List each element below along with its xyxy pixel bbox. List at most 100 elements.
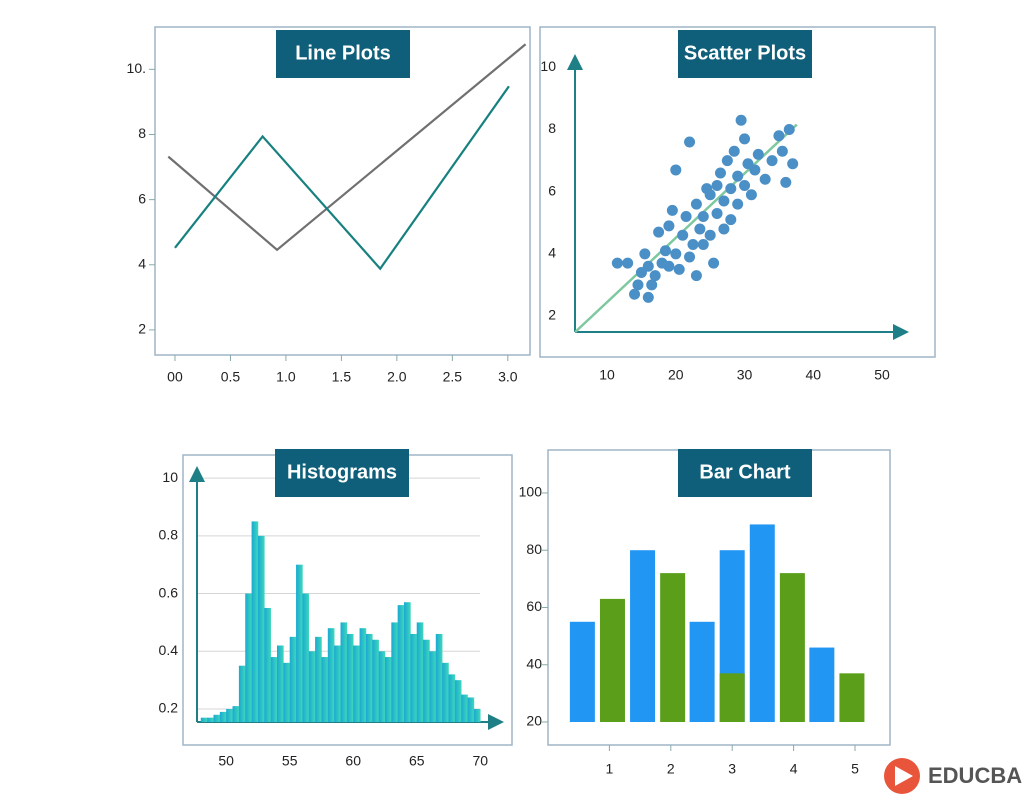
y-tick-label: 0.8 xyxy=(159,527,179,543)
histogram-bar xyxy=(264,607,271,722)
panel-frame xyxy=(539,26,936,358)
histogram-bar xyxy=(251,521,259,722)
y-tick-label: 2 xyxy=(548,307,556,323)
histogram-bar xyxy=(270,657,278,722)
scatter-point xyxy=(728,145,740,157)
histogram-bar xyxy=(308,651,316,722)
bar xyxy=(779,573,805,722)
scatter-point xyxy=(714,167,726,179)
scatter-point xyxy=(739,133,751,145)
histogram-bar xyxy=(384,657,392,722)
x-tick-label: 60 xyxy=(345,753,361,769)
y-tick-label: 8 xyxy=(548,120,556,136)
histogram-bar xyxy=(454,680,462,722)
histogram-bar xyxy=(473,709,481,722)
chart-title: Histograms xyxy=(287,461,397,483)
scatter-point xyxy=(670,164,682,176)
scatter-point xyxy=(649,270,661,282)
scatter-point xyxy=(718,223,730,235)
x-tick-label: 4 xyxy=(790,761,798,777)
y-tick-label: 10 xyxy=(162,469,178,485)
scatter-point xyxy=(684,136,696,148)
scatter-point xyxy=(787,158,799,170)
x-tick-label: 2.0 xyxy=(387,369,407,385)
scatter-point xyxy=(704,229,716,241)
scatter-point xyxy=(684,251,696,263)
histogram-bar xyxy=(245,593,252,722)
scatter-point xyxy=(735,114,747,126)
histogram-bar xyxy=(429,651,437,722)
histogram-bar xyxy=(359,628,367,722)
scatter-point xyxy=(642,291,654,303)
scatter-point xyxy=(687,239,699,251)
scatter-point xyxy=(732,170,744,182)
bar xyxy=(689,621,715,722)
x-tick-label: 50 xyxy=(874,367,890,383)
y-tick-label: 10. xyxy=(127,60,146,76)
histogram-bar xyxy=(340,622,348,722)
scatter-point xyxy=(632,279,644,291)
scatter-point xyxy=(697,211,709,223)
y-tick-label: 20 xyxy=(526,713,542,729)
brand: EDUCBA xyxy=(928,763,1022,788)
x-tick-label: 55 xyxy=(282,753,298,769)
histogram-bar xyxy=(277,645,284,722)
scatter-point xyxy=(773,130,785,142)
scatter-point xyxy=(752,148,764,160)
histogram-bar xyxy=(257,535,265,722)
x-tick-label: 70 xyxy=(472,753,488,769)
bar xyxy=(719,673,745,722)
histogram-bar xyxy=(346,633,354,722)
scatter-point xyxy=(704,189,716,201)
scatter-point xyxy=(611,257,623,269)
y-tick-label: 60 xyxy=(526,598,542,614)
histogram-bar xyxy=(467,697,475,722)
scatter-point xyxy=(725,214,737,226)
scatter-point xyxy=(721,155,733,167)
x-tick-label: 00 xyxy=(167,369,183,385)
histogram-bar xyxy=(321,657,329,722)
scatter-point xyxy=(725,183,737,195)
histogram-bar xyxy=(213,714,221,722)
y-tick-label: 100 xyxy=(519,484,543,500)
histogram-bar xyxy=(327,628,335,722)
scatter-point xyxy=(663,260,675,272)
histogram-bar xyxy=(372,639,379,722)
histogram-bar xyxy=(448,674,456,722)
scatter-point xyxy=(718,195,730,207)
x-tick-label: 0.5 xyxy=(221,369,241,385)
title-box xyxy=(276,30,410,78)
x-tick-label: 40 xyxy=(806,367,822,383)
x-tick-label: 50 xyxy=(218,753,234,769)
bar xyxy=(749,524,775,722)
x-tick-label: 2.5 xyxy=(443,369,463,385)
title-box xyxy=(275,449,409,497)
scatter-point xyxy=(673,263,685,275)
y-tick-label: 10 xyxy=(540,58,556,74)
scatter-point xyxy=(670,248,682,260)
scatter-point xyxy=(697,239,709,251)
scatter-point xyxy=(659,245,671,257)
y-tick-label: 4 xyxy=(138,255,146,271)
histogram-bar xyxy=(353,645,360,722)
histogram-bar xyxy=(423,639,430,722)
x-tick-label: 1.0 xyxy=(276,369,296,385)
y-tick-label: 0.6 xyxy=(159,584,179,600)
histogram-bar xyxy=(365,633,373,722)
scatter-point xyxy=(694,223,706,235)
scatter-point xyxy=(745,189,757,201)
scatter-point xyxy=(677,229,689,241)
bar xyxy=(569,621,595,722)
histogram-bar xyxy=(442,662,449,722)
x-tick-label: 1 xyxy=(606,761,614,777)
line-series xyxy=(174,85,510,271)
scatter-point xyxy=(680,211,692,223)
scatter-point xyxy=(622,257,634,269)
scatter-point xyxy=(663,220,675,232)
scatter-point xyxy=(711,207,723,219)
bar xyxy=(839,673,865,722)
chart-title: Line Plots xyxy=(295,42,391,64)
y-tick-label: 2 xyxy=(138,321,146,337)
scatter-point xyxy=(776,145,788,157)
